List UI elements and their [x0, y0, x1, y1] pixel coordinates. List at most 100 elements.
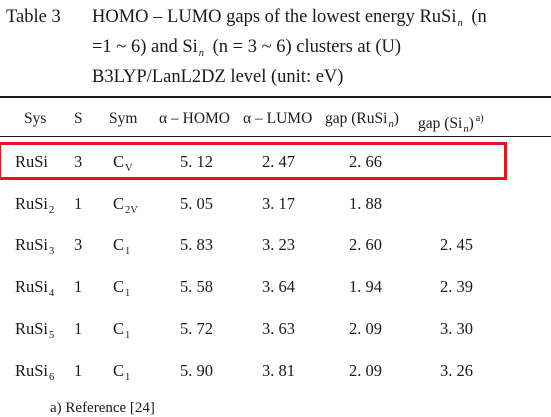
cell-sys-text: RuSi	[15, 277, 49, 296]
cell-s: 3	[74, 152, 82, 172]
cell-sym: C2V	[113, 194, 138, 221]
cell-s-text: 3	[74, 152, 83, 171]
cell-sys: RuSi5	[15, 319, 54, 346]
header-gap-si-footnote-mark: a)	[475, 113, 484, 124]
cell-gap-si-text: 3. 26	[440, 361, 473, 380]
cell-gap-rusi: 2. 66	[349, 152, 382, 172]
cell-s-text: 3	[74, 235, 83, 254]
caption-text-1b: (n	[471, 7, 486, 27]
header-homo: α – HOMO	[159, 110, 230, 127]
cell-sym-subscript: 2V	[125, 205, 138, 216]
cell-homo-text: 5. 83	[180, 235, 213, 254]
cell-sys-subscript: 3	[49, 246, 55, 257]
cell-homo-text: 5. 05	[180, 194, 213, 213]
cell-sys: RuSi3	[15, 235, 54, 262]
cell-gap-rusi: 2. 09	[349, 319, 382, 339]
cell-lumo: 3. 81	[262, 361, 295, 381]
cell-gap-rusi-text: 1. 88	[349, 194, 382, 213]
cell-sym-subscript: 1	[125, 288, 131, 299]
cell-homo-text: 5. 90	[180, 361, 213, 380]
cell-homo: 5. 72	[180, 319, 213, 339]
cell-gap-rusi: 2. 09	[349, 361, 382, 381]
cell-gap-rusi-text: 2. 66	[349, 152, 382, 171]
header-gap-rusi-sub: n	[388, 119, 394, 130]
cell-gap-si: 2. 45	[440, 235, 473, 255]
cell-s: 1	[74, 194, 82, 214]
cell-lumo: 3. 23	[262, 235, 295, 255]
cell-sym-subscript: 1	[125, 330, 131, 341]
caption-text-1b-inner: (n	[471, 7, 487, 27]
cell-homo-text: 5. 72	[180, 319, 213, 338]
header-gap-si-text: gap (Si	[418, 115, 463, 132]
cell-sys-text: RuSi	[15, 194, 49, 213]
cell-sys-text: RuSi	[15, 152, 49, 171]
caption-line-2: =1 ~ 6) and Sin (n = 3 ~ 6) clusters at …	[6, 32, 546, 62]
caption-line-3: B3LYP/LanL2DZ level (unit: eV)	[6, 62, 546, 92]
cell-sym-text: C	[113, 361, 125, 380]
cell-s: 3	[74, 235, 82, 255]
cell-gap-rusi-text: 2. 09	[349, 361, 382, 380]
cell-sym: C1	[113, 235, 130, 262]
header-gap-si-sub: n	[463, 124, 469, 135]
cell-s-text: 1	[74, 361, 83, 380]
cell-gap-si-text: 3. 30	[440, 319, 473, 338]
cell-homo: 5. 05	[180, 194, 213, 214]
header-sys: Sys	[24, 110, 47, 127]
cell-sym: C1	[113, 277, 130, 304]
cell-sys-text: RuSi	[15, 361, 49, 380]
cell-sys-subscript: 5	[49, 330, 55, 341]
caption-line-1: Table 3 HOMO – LUMO gaps of the lowest e…	[6, 2, 546, 32]
cell-gap-si: 2. 39	[440, 277, 473, 297]
cell-sym-subscript: 1	[125, 246, 131, 257]
caption-sub-1: n	[457, 18, 463, 29]
cell-lumo-text: 3. 64	[262, 277, 295, 296]
cell-gap-rusi-text: 1. 94	[349, 277, 382, 296]
table-header-rule	[0, 136, 551, 137]
caption-text-1: HOMO – LUMO gaps of the lowest energy Ru…	[92, 2, 487, 39]
caption-text-2b: (n = 3 ~ 6) clusters at (U)	[212, 37, 402, 57]
cell-lumo-text: 2. 47	[262, 152, 295, 171]
cell-lumo: 3. 64	[262, 277, 295, 297]
cell-sym-subscript: V	[125, 163, 133, 174]
caption-text-2a: =1 ~ 6) and Si	[92, 37, 198, 57]
table-footnote: a) Reference [24]	[50, 400, 155, 416]
caption-sub-2: n	[198, 48, 204, 59]
table-top-rule	[0, 96, 551, 98]
cell-gap-rusi-text: 2. 09	[349, 319, 382, 338]
header-gap-rusi-text: gap (RuSi	[325, 110, 388, 127]
cell-homo: 5. 90	[180, 361, 213, 381]
cell-gap-si: 3. 26	[440, 361, 473, 381]
cell-lumo: 3. 17	[262, 194, 295, 214]
cell-sys: RuSi6	[15, 361, 54, 388]
cell-homo: 5. 58	[180, 277, 213, 297]
cell-gap-rusi: 1. 94	[349, 277, 382, 297]
cell-s-text: 1	[74, 277, 83, 296]
cell-sym-text: C	[113, 194, 125, 213]
caption-text-3: B3LYP/LanL2DZ level (unit: eV)	[92, 67, 344, 87]
cell-sys: RuSi4	[15, 277, 54, 304]
cell-sys-text: RuSi	[15, 319, 49, 338]
cell-homo: 5. 12	[180, 152, 213, 172]
cell-sys-subscript: 2	[49, 205, 55, 216]
cell-gap-rusi: 1. 88	[349, 194, 382, 214]
caption-text-2: =1 ~ 6) and Sin (n = 3 ~ 6) clusters at …	[92, 32, 401, 69]
table-label: Table 3	[6, 7, 61, 27]
cell-homo: 5. 83	[180, 235, 213, 255]
cell-lumo: 2. 47	[262, 152, 295, 172]
cell-s-text: 1	[74, 319, 83, 338]
cell-sym-text: C	[113, 319, 125, 338]
cell-sys: RuSi	[15, 152, 49, 179]
cell-lumo: 3. 63	[262, 319, 295, 339]
cell-s: 1	[74, 319, 82, 339]
header-gap-si-close: )	[468, 115, 474, 132]
cell-sys-text: RuSi	[15, 235, 49, 254]
header-gap-rusi-close: )	[393, 110, 399, 127]
cell-sys-subscript: 4	[49, 288, 55, 299]
cell-homo-text: 5. 58	[180, 277, 213, 296]
cell-lumo-text: 3. 63	[262, 319, 295, 338]
highlight-box	[0, 142, 507, 180]
header-gap-rusi: gap (RuSin)	[325, 109, 399, 135]
header-lumo: α – LUMO	[243, 110, 313, 127]
header-gap-si: gap (Sin) a)	[418, 109, 484, 140]
cell-s-text: 1	[74, 194, 83, 213]
